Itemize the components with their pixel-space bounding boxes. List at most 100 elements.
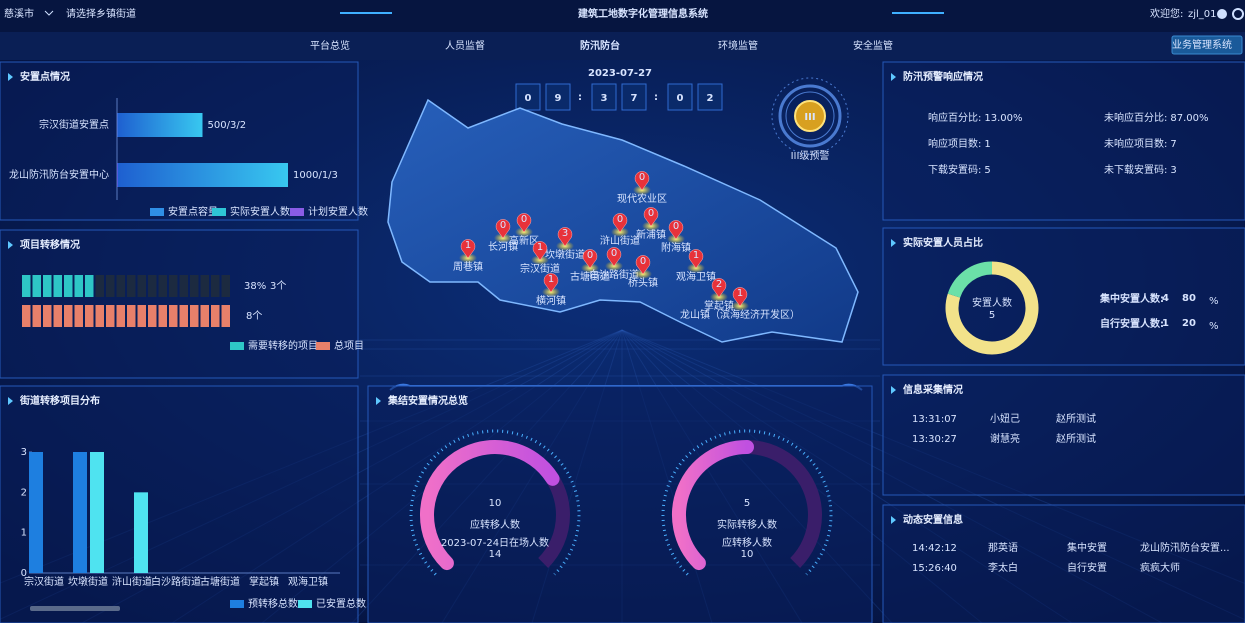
pin-count: 0	[648, 208, 654, 219]
town-pin[interactable]	[543, 273, 559, 293]
progress-segment	[74, 305, 83, 327]
clock-digit: 9	[555, 93, 562, 104]
response-label: 响应项目数:	[928, 137, 981, 150]
pin-count: 0	[639, 172, 645, 183]
nav-item[interactable]: 安全监管	[853, 39, 893, 52]
response-label: 响应百分比:	[928, 111, 981, 124]
town-label: 坎墩街道	[545, 248, 585, 261]
clock-digit-box	[591, 83, 617, 111]
table-cell: 那英语	[988, 541, 1018, 554]
progress-segment	[169, 305, 178, 327]
progress-segment	[106, 305, 115, 327]
table-cell: 15:26:40	[912, 563, 957, 574]
dropdown-arrow	[44, 10, 54, 16]
progress-segment	[53, 305, 62, 327]
date: 2023-07-27	[588, 68, 652, 79]
y-tick-label: 3	[21, 447, 27, 458]
panel-title: 集结安置情况总览	[387, 394, 468, 407]
help-icon[interactable]	[1217, 9, 1227, 19]
table-cell: 李太白	[988, 561, 1018, 574]
town-pin[interactable]	[612, 213, 628, 233]
panel-title: 街道转移项目分布	[19, 394, 100, 407]
gauge-ring	[661, 429, 833, 576]
settings-icon[interactable]	[1232, 8, 1244, 20]
response-label: 未响应百分比:	[1104, 111, 1167, 124]
user-name: zjl_01	[1188, 9, 1217, 20]
town-pin[interactable]	[643, 207, 659, 227]
gauge-fill	[420, 440, 560, 571]
nav-item[interactable]: 环境监管	[718, 39, 758, 52]
town-pin[interactable]	[668, 220, 684, 240]
legend-label: 计划安置人数	[308, 205, 368, 218]
town-pin[interactable]	[634, 171, 650, 191]
response-item: 未响应项目数: 7	[1104, 137, 1177, 150]
town-pin[interactable]	[557, 227, 573, 247]
town-label: 现代农业区	[617, 192, 667, 205]
panel-marker	[891, 516, 896, 524]
legend-swatch	[230, 600, 244, 608]
gauge-sub-value: 14	[489, 549, 502, 560]
town-pin[interactable]	[711, 278, 727, 298]
town-pin[interactable]	[732, 287, 748, 307]
legend-label: 自行安置人数:	[1100, 317, 1164, 330]
legend-label: 总项目	[334, 339, 364, 352]
town-pin[interactable]	[516, 213, 532, 233]
pin-count: 0	[611, 248, 617, 259]
town-label: 长河镇	[488, 240, 518, 253]
progress-segment	[190, 305, 199, 327]
clock-digit: 2	[707, 93, 714, 104]
town-pin[interactable]	[582, 249, 598, 269]
table-cell: 龙山防汛防台安置...	[1140, 541, 1230, 554]
progress-segment	[127, 305, 136, 327]
panel-marker	[891, 386, 896, 394]
town-pin[interactable]	[635, 255, 651, 275]
progress-segment	[95, 305, 104, 327]
badge-ring	[785, 91, 835, 141]
legend-swatch	[298, 600, 312, 608]
town-select[interactable]: 请选择乡镇街道	[66, 7, 136, 20]
pin-count: 0	[673, 221, 679, 232]
gauge-value: 10	[489, 498, 502, 509]
clock-separator: :	[578, 92, 582, 103]
panel	[882, 504, 1245, 623]
y-tick-label: 0	[21, 568, 27, 579]
progress-segment	[22, 275, 31, 297]
progress-bar	[22, 275, 230, 297]
y-tick-label: 2	[21, 487, 27, 498]
pin-count: 0	[521, 214, 527, 225]
nav-item[interactable]: 防汛防台	[580, 39, 620, 52]
badge-ring	[771, 77, 849, 155]
town-pin[interactable]	[460, 239, 476, 259]
category-label: 龙山防汛防台安置中心	[9, 168, 109, 181]
legend-swatch	[212, 208, 226, 216]
panel-marker	[8, 241, 13, 249]
scrollbar[interactable]	[30, 606, 120, 611]
progress-segment	[116, 275, 125, 297]
town-pin[interactable]	[606, 247, 622, 267]
bar	[117, 163, 118, 187]
x-tick-label: 宗汉街道	[24, 575, 64, 588]
system-button[interactable]	[1171, 35, 1243, 55]
town-pin[interactable]	[532, 241, 548, 261]
town-label: 宗汉街道	[520, 262, 560, 275]
legend-label: 安置点容量	[168, 205, 218, 218]
town-label: 观海卫镇	[676, 270, 716, 283]
nav-item[interactable]: 平台总览	[310, 39, 350, 52]
legend-label: 实际安置人数	[230, 205, 290, 218]
unit: %	[1209, 296, 1219, 307]
progress-segment	[211, 305, 220, 327]
bar	[29, 452, 43, 573]
town-pin[interactable]	[495, 219, 511, 239]
bar	[117, 163, 288, 187]
header-bar	[0, 0, 1245, 32]
town-pin[interactable]	[688, 249, 704, 269]
legend-swatch	[316, 342, 330, 350]
system-button-label[interactable]: 业务管理系统	[1172, 38, 1232, 51]
clock-digit-box	[667, 83, 693, 111]
nav-item[interactable]: 人员监督	[445, 39, 485, 52]
table-cell: 小妞己	[990, 412, 1020, 425]
progress-segment	[169, 275, 178, 297]
pin-count: 1	[693, 250, 699, 261]
